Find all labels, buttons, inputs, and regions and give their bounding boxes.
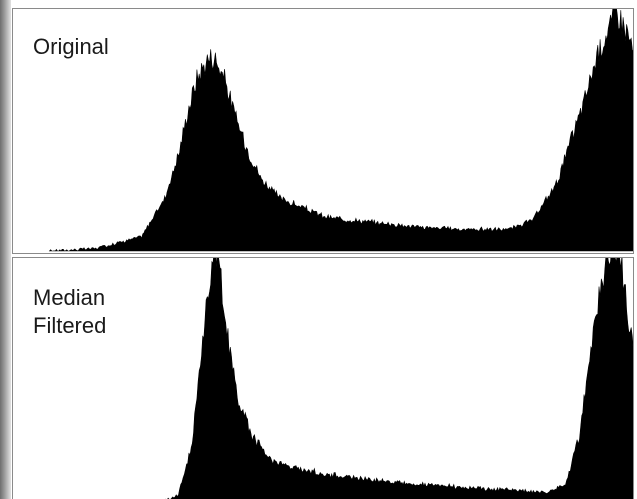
- histogram-area-1: [165, 258, 633, 499]
- histogram-original-plot: [48, 9, 633, 252]
- window-edge-strip: [0, 0, 11, 499]
- panel-label-median-filtered: Median Filtered: [33, 285, 107, 338]
- histogram-median-filtered-plot: [165, 258, 633, 499]
- histogram-panel-median-filtered: Median Filtered: [12, 257, 634, 499]
- histogram-panel-original: Original: [12, 8, 634, 254]
- histogram-area-0: [48, 9, 633, 252]
- panel-label-original: Original: [33, 34, 109, 59]
